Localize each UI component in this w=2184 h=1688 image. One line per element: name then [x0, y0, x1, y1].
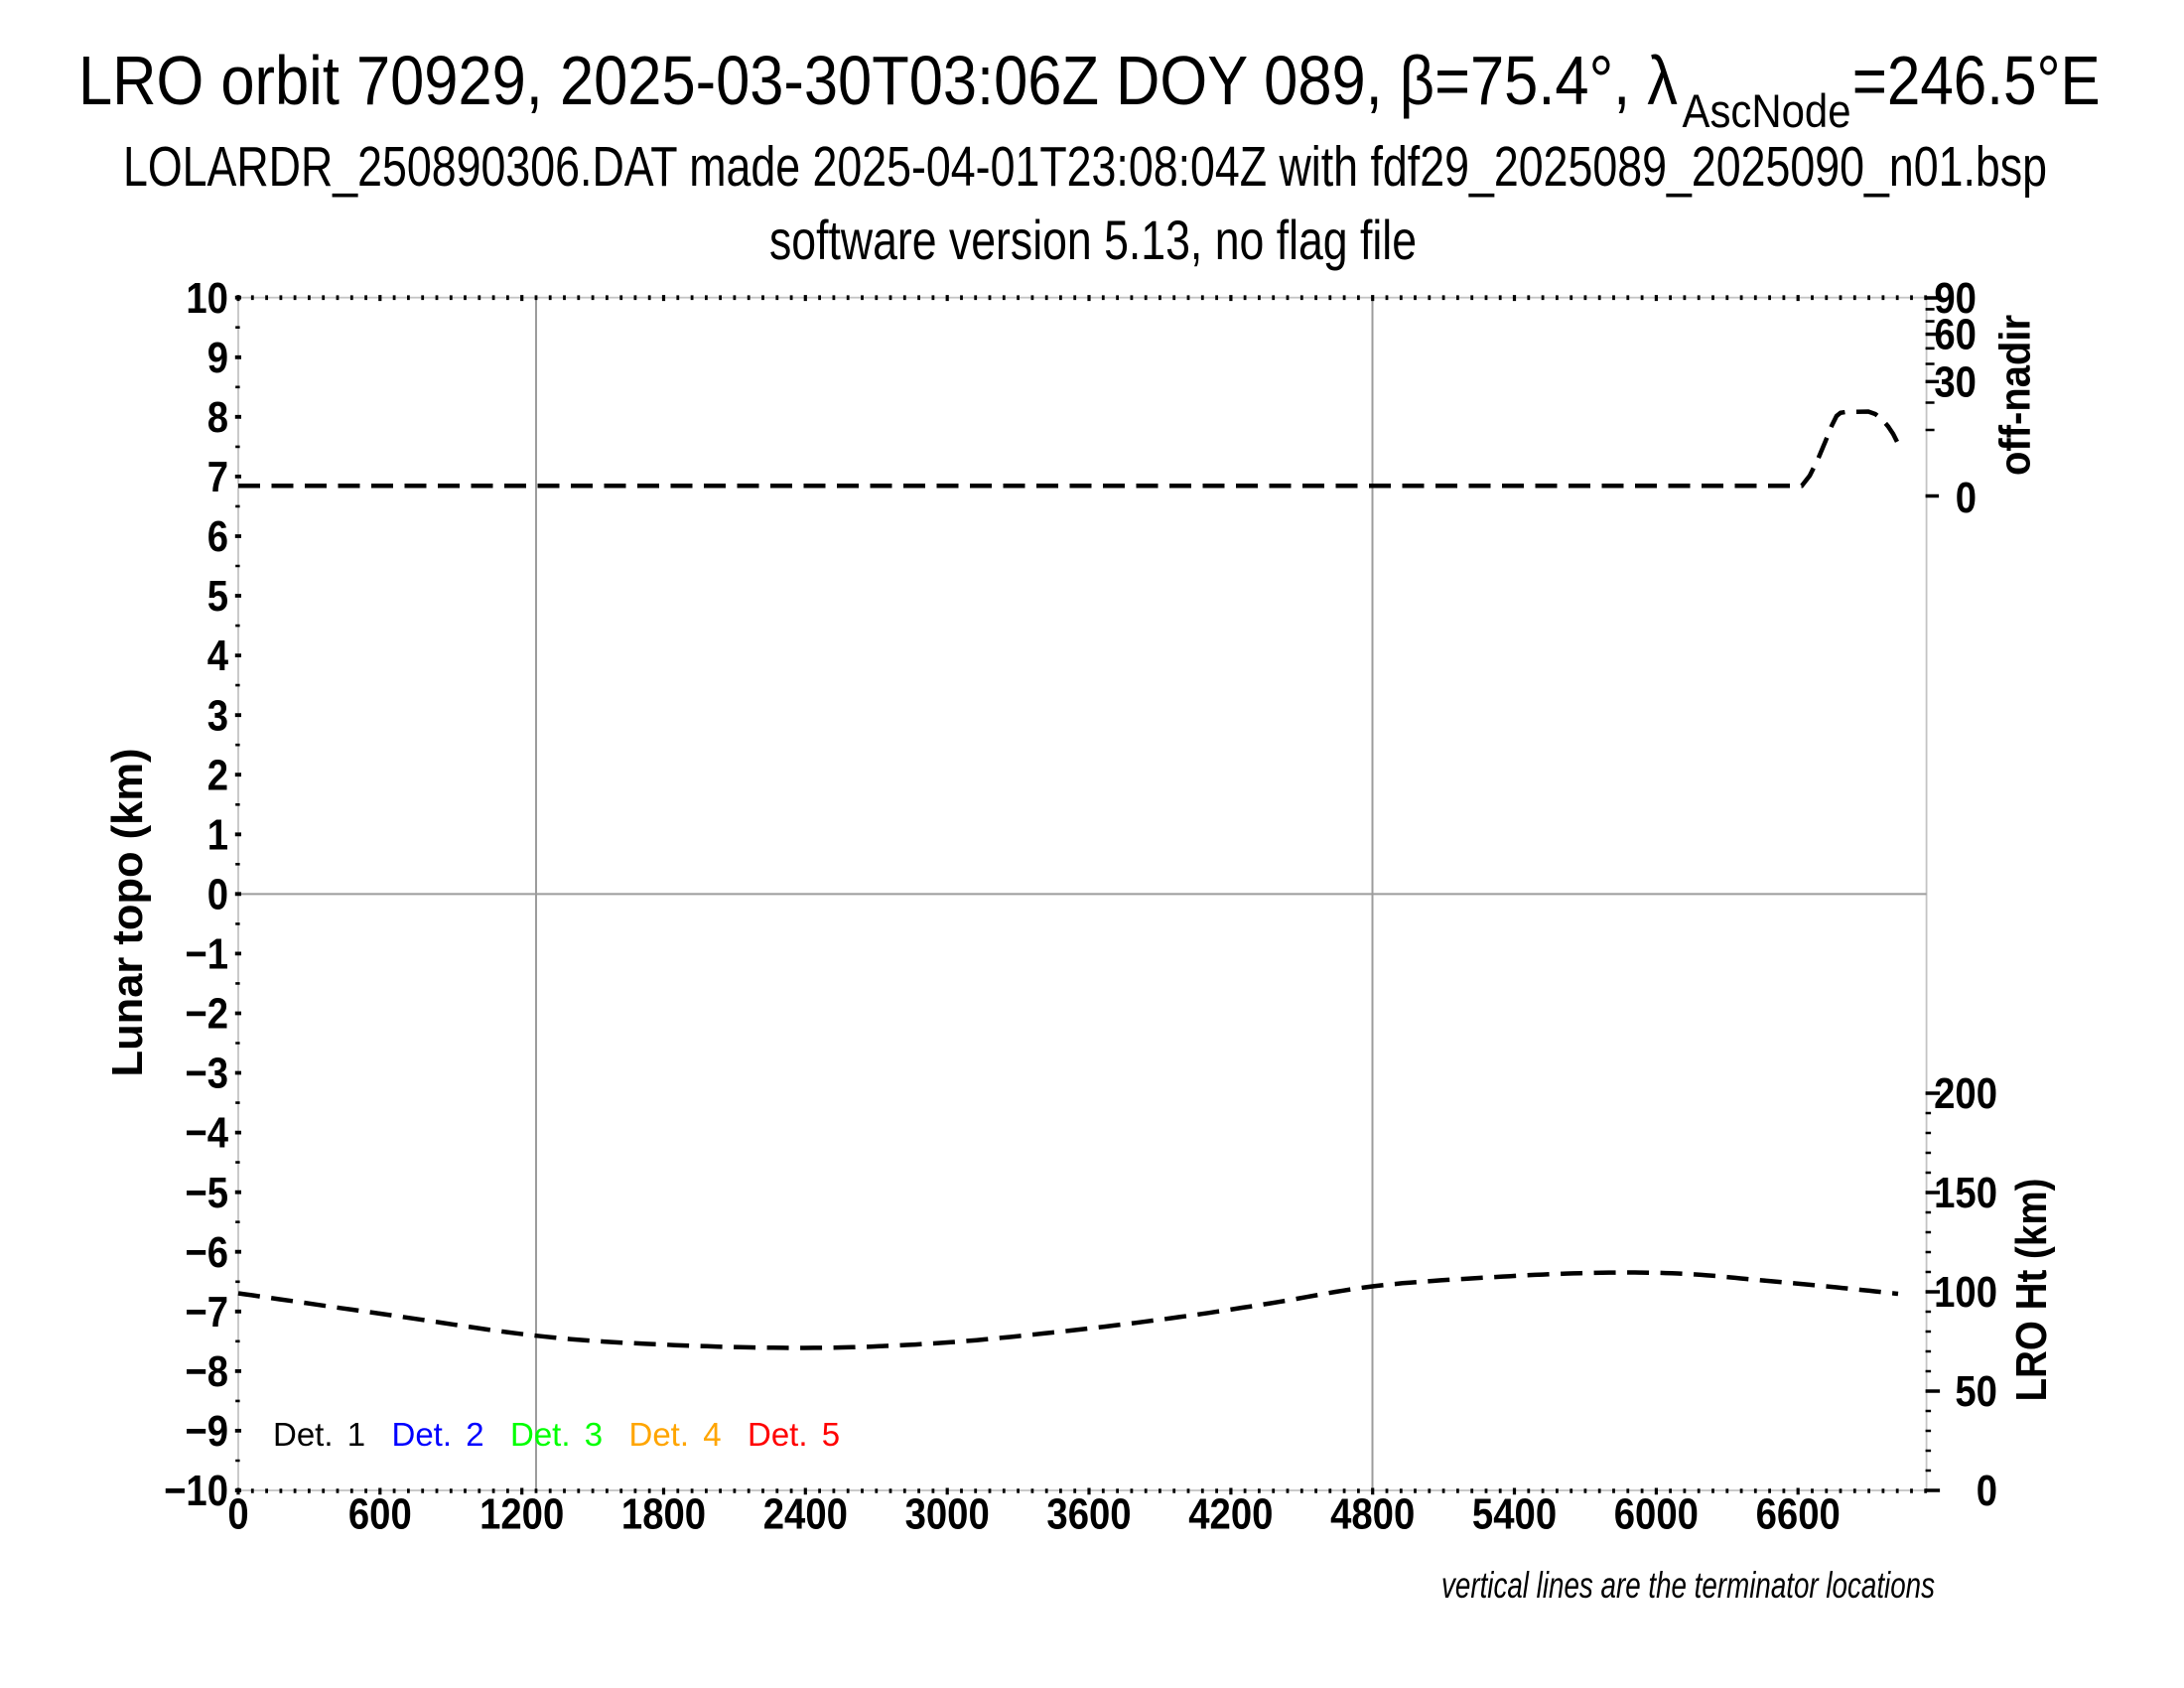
svg-text:off-nadir: off-nadir	[1991, 315, 2040, 476]
svg-text:100: 100	[1934, 1268, 1997, 1317]
svg-text:9: 9	[207, 334, 228, 382]
svg-text:8: 8	[207, 393, 228, 442]
svg-text:−2: −2	[185, 990, 228, 1039]
svg-text:LRO Ht (km): LRO Ht (km)	[2007, 1179, 2056, 1402]
svg-text:2: 2	[207, 751, 228, 799]
svg-text:50: 50	[1955, 1367, 1997, 1416]
svg-text:−10: −10	[164, 1467, 228, 1515]
svg-text:10: 10	[186, 274, 228, 323]
svg-text:4800: 4800	[1330, 1490, 1415, 1539]
svg-text:−7: −7	[185, 1288, 228, 1336]
svg-text:−4: −4	[185, 1109, 228, 1158]
svg-text:Lunar topo (km): Lunar topo (km)	[103, 749, 152, 1077]
svg-text:5400: 5400	[1472, 1490, 1557, 1539]
svg-text:Det. 2: Det. 2	[392, 1416, 484, 1453]
svg-text:0: 0	[1956, 474, 1977, 522]
svg-text:Det. 1: Det. 1	[273, 1416, 365, 1453]
svg-text:150: 150	[1934, 1169, 1997, 1217]
svg-text:600: 600	[348, 1490, 412, 1539]
svg-text:Det. 3: Det. 3	[510, 1416, 603, 1453]
svg-text:90: 90	[1934, 274, 1977, 323]
svg-text:30: 30	[1934, 357, 1977, 406]
svg-text:Det. 4: Det. 4	[629, 1416, 722, 1453]
svg-text:60: 60	[1934, 311, 1977, 359]
svg-text:4: 4	[207, 632, 229, 680]
svg-text:software version 5.13, no flag: software version 5.13, no flag file	[769, 209, 1417, 271]
svg-text:−1: −1	[185, 930, 228, 979]
svg-text:LOLARDR_250890306.DAT made 202: LOLARDR_250890306.DAT made 2025-04-01T23…	[123, 135, 2047, 199]
svg-text:5: 5	[207, 572, 228, 621]
svg-text:0: 0	[1977, 1467, 1997, 1515]
svg-text:−5: −5	[185, 1169, 228, 1217]
svg-text:7: 7	[207, 453, 228, 501]
svg-text:=246.5°E: =246.5°E	[1852, 42, 2101, 119]
svg-text:0: 0	[227, 1490, 248, 1539]
svg-text:LRO orbit 70929, 2025-03-30T03: LRO orbit 70929, 2025-03-30T03:06Z DOY 0…	[78, 42, 1678, 119]
svg-text:−8: −8	[185, 1347, 228, 1396]
svg-text:3600: 3600	[1046, 1490, 1131, 1539]
svg-text:2400: 2400	[763, 1490, 848, 1539]
svg-text:vertical lines are the termina: vertical lines are the terminator locati…	[1441, 1565, 1935, 1606]
svg-text:4200: 4200	[1188, 1490, 1273, 1539]
svg-text:0: 0	[207, 870, 228, 918]
svg-text:Det. 5: Det. 5	[748, 1416, 840, 1453]
svg-text:−6: −6	[185, 1228, 228, 1277]
svg-text:−9: −9	[185, 1407, 228, 1456]
svg-text:6600: 6600	[1756, 1490, 1841, 1539]
svg-text:1200: 1200	[479, 1490, 564, 1539]
svg-text:6: 6	[207, 512, 228, 561]
svg-text:1: 1	[207, 810, 228, 859]
svg-text:−3: −3	[185, 1050, 228, 1098]
svg-text:3: 3	[207, 691, 228, 740]
svg-text:AscNode: AscNode	[1683, 84, 1851, 137]
svg-text:200: 200	[1934, 1069, 1997, 1118]
svg-text:6000: 6000	[1614, 1490, 1699, 1539]
svg-text:3000: 3000	[905, 1490, 990, 1539]
svg-text:1800: 1800	[621, 1490, 706, 1539]
